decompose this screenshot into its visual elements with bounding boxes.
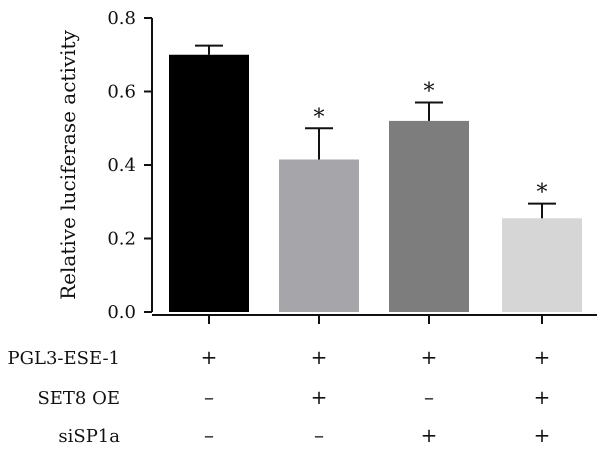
condition-label: PGL3-ESE-1 xyxy=(8,348,120,369)
condition-sign: + xyxy=(421,423,438,447)
significance-star: * xyxy=(424,80,435,105)
condition-sign: + xyxy=(311,385,328,409)
bar xyxy=(169,54,249,312)
y-tick-label: 0.0 xyxy=(107,302,136,323)
significance-star: * xyxy=(314,105,325,130)
condition-sign: – xyxy=(204,423,214,447)
y-tick-label: 0.4 xyxy=(107,155,136,176)
condition-sign: – xyxy=(424,385,434,409)
error-bars xyxy=(195,44,556,219)
y-axis-title: Relative luciferase activity xyxy=(56,29,80,299)
condition-sign: – xyxy=(204,385,214,409)
y-tick-label: 0.6 xyxy=(107,82,136,103)
condition-table: PGL3-ESE-1 + + + + SET8 OE – + – + siSP1a – – + + xyxy=(8,345,551,447)
condition-sign: + xyxy=(311,345,328,369)
bars xyxy=(169,54,582,313)
condition-sign: – xyxy=(314,423,324,447)
condition-sign: + xyxy=(534,423,551,447)
condition-label: SET8 OE xyxy=(37,388,120,409)
y-tick-label: 0.2 xyxy=(107,229,136,250)
bar xyxy=(502,218,582,312)
condition-sign: + xyxy=(534,385,551,409)
significance-markers: * * * xyxy=(314,80,548,206)
condition-label: siSP1a xyxy=(58,426,120,447)
y-tick-label: 0.8 xyxy=(107,8,136,29)
condition-sign: + xyxy=(534,345,551,369)
significance-star: * xyxy=(537,181,548,206)
x-axis xyxy=(152,314,597,324)
condition-sign: + xyxy=(201,345,218,369)
bar xyxy=(389,120,469,313)
condition-sign: + xyxy=(421,345,438,369)
y-axis: 0.0 0.2 0.4 0.6 0.8 xyxy=(107,8,153,323)
bar xyxy=(279,159,359,312)
